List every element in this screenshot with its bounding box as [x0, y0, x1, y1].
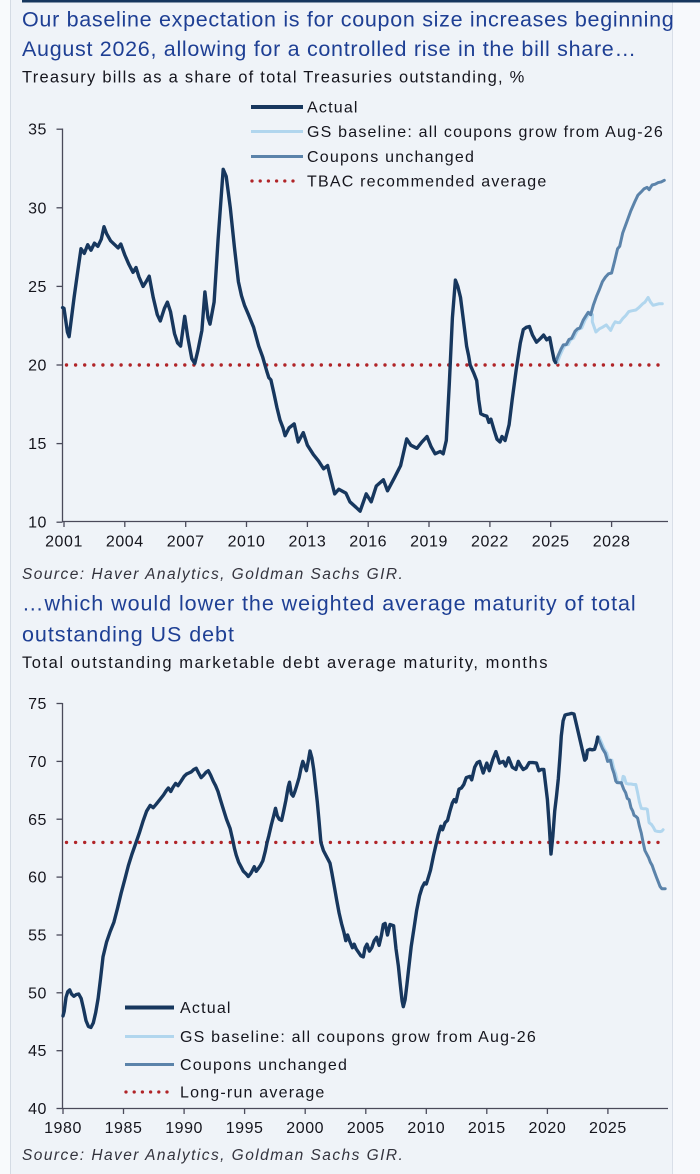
- svg-text:Total outstanding marketable d: Total outstanding marketable debt averag…: [22, 654, 549, 672]
- svg-text:35: 35: [28, 122, 47, 139]
- svg-text:Our baseline expectation is fo: Our baseline expectation is for coupon s…: [22, 8, 674, 32]
- svg-text:2013: 2013: [289, 534, 327, 551]
- svg-text:2001: 2001: [45, 534, 83, 551]
- svg-text:Source: Haver Analytics, Goldm: Source: Haver Analytics, Goldman Sachs G…: [22, 566, 404, 583]
- svg-text:2019: 2019: [410, 534, 448, 551]
- svg-text:GS baseline: all coupons grow: GS baseline: all coupons grow from Aug-2…: [307, 124, 664, 141]
- svg-text:20: 20: [28, 358, 47, 375]
- svg-text:2010: 2010: [228, 534, 266, 551]
- svg-text:…which would lower the weighte: …which would lower the weighted average …: [22, 592, 637, 616]
- svg-text:2000: 2000: [286, 1120, 324, 1137]
- svg-text:25: 25: [28, 279, 47, 296]
- svg-text:50: 50: [28, 985, 47, 1002]
- svg-text:2007: 2007: [167, 534, 205, 551]
- svg-text:2022: 2022: [471, 534, 509, 551]
- svg-text:75: 75: [28, 696, 47, 713]
- svg-text:45: 45: [28, 1043, 47, 1060]
- svg-text:outstanding US debt: outstanding US debt: [22, 623, 235, 647]
- svg-text:Coupons unchanged: Coupons unchanged: [307, 149, 475, 166]
- svg-text:August 2026, allowing for a co: August 2026, allowing for a controlled r…: [22, 37, 637, 61]
- svg-text:1995: 1995: [226, 1120, 264, 1137]
- svg-text:2028: 2028: [593, 534, 631, 551]
- svg-text:2025: 2025: [589, 1120, 627, 1137]
- svg-text:Actual: Actual: [307, 100, 359, 117]
- svg-text:2025: 2025: [532, 534, 570, 551]
- svg-text:2005: 2005: [347, 1120, 385, 1137]
- svg-text:2020: 2020: [529, 1120, 567, 1137]
- svg-text:55: 55: [28, 928, 47, 945]
- svg-text:10: 10: [28, 515, 47, 532]
- svg-text:1980: 1980: [44, 1120, 82, 1137]
- svg-text:TBAC recommended average: TBAC recommended average: [307, 174, 547, 191]
- svg-text:2004: 2004: [106, 534, 144, 551]
- svg-text:Source: Haver Analytics, Goldm: Source: Haver Analytics, Goldman Sachs G…: [22, 1147, 404, 1164]
- svg-text:40: 40: [28, 1101, 47, 1118]
- svg-text:2015: 2015: [468, 1120, 506, 1137]
- svg-text:GS baseline: all coupons grow: GS baseline: all coupons grow from Aug-2…: [180, 1029, 537, 1046]
- svg-text:Coupons unchanged: Coupons unchanged: [180, 1057, 348, 1074]
- svg-text:2010: 2010: [407, 1120, 445, 1137]
- svg-text:60: 60: [28, 870, 47, 887]
- svg-text:Long-run average: Long-run average: [180, 1085, 326, 1102]
- svg-text:Actual: Actual: [180, 1000, 232, 1017]
- svg-text:15: 15: [28, 436, 47, 453]
- svg-text:1990: 1990: [165, 1120, 203, 1137]
- svg-text:2016: 2016: [349, 534, 387, 551]
- svg-text:Treasury bills as a share of t: Treasury bills as a share of total Treas…: [22, 69, 526, 87]
- svg-text:30: 30: [28, 200, 47, 217]
- svg-text:65: 65: [28, 812, 47, 829]
- svg-text:1985: 1985: [105, 1120, 143, 1137]
- svg-text:70: 70: [28, 754, 47, 771]
